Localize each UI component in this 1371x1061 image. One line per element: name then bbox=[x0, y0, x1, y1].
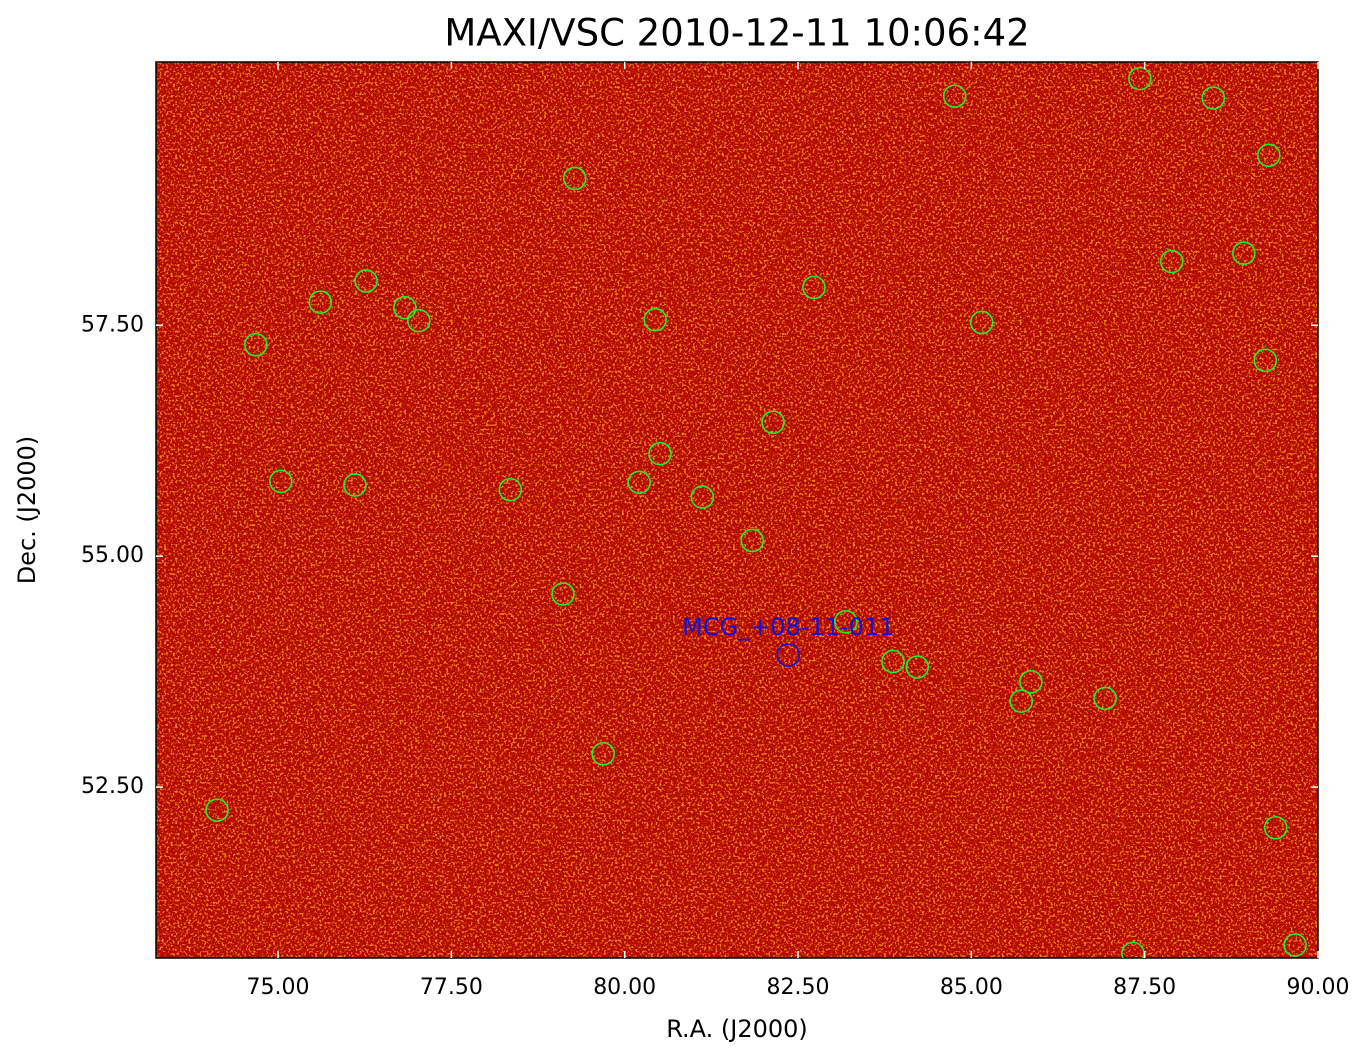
marks bbox=[205, 66, 1307, 958]
source-circle bbox=[1019, 670, 1043, 694]
source-circle bbox=[1256, 143, 1281, 168]
image-noise bbox=[156, 62, 1318, 958]
y-tick-label: 52.50 bbox=[81, 774, 144, 799]
source-circle bbox=[393, 295, 417, 320]
y-axis-label: Dec. (J2000) bbox=[13, 436, 41, 585]
x-tick-label: 87.50 bbox=[1113, 975, 1176, 1000]
source-circle bbox=[205, 798, 229, 823]
source-circle bbox=[648, 441, 672, 466]
source-circle bbox=[354, 269, 378, 293]
source-circle bbox=[942, 84, 967, 108]
x-tick-label: 82.50 bbox=[767, 975, 830, 1000]
source-circle bbox=[1159, 249, 1184, 274]
source-circle bbox=[905, 655, 930, 679]
y-tick-label: 57.50 bbox=[81, 312, 144, 337]
source-circle bbox=[643, 307, 667, 332]
source-circle bbox=[1093, 686, 1117, 711]
x-tick-label: 80.00 bbox=[593, 975, 656, 1000]
source-circle bbox=[591, 742, 615, 766]
source-circle bbox=[1121, 941, 1145, 958]
target-circle bbox=[776, 643, 801, 667]
x-axis-label: R.A. (J2000) bbox=[666, 1015, 808, 1043]
source-circle bbox=[244, 332, 268, 357]
source-circle bbox=[343, 473, 367, 497]
chart-title: MAXI/VSC 2010-12-11 10:06:42 bbox=[444, 12, 1029, 55]
source-circle bbox=[308, 290, 333, 314]
source-circle bbox=[406, 308, 431, 333]
source-circle bbox=[1128, 66, 1152, 91]
source-circle bbox=[562, 166, 587, 191]
source-circle bbox=[1201, 86, 1226, 110]
x-tick-label: 75.00 bbox=[247, 975, 310, 1000]
y-tick-label: 55.00 bbox=[81, 543, 144, 568]
source-circle bbox=[1253, 348, 1278, 373]
source-circle bbox=[1232, 241, 1256, 266]
x-tick-label: 90.00 bbox=[1287, 975, 1350, 1000]
plot-frame bbox=[155, 61, 1319, 959]
source-circle bbox=[802, 275, 826, 300]
source-circle bbox=[1009, 689, 1034, 714]
source-circle bbox=[498, 477, 523, 502]
source-circle bbox=[1283, 933, 1307, 957]
x-tick-label: 85.00 bbox=[940, 975, 1003, 1000]
source-circle bbox=[268, 469, 293, 494]
source-circle bbox=[1263, 815, 1288, 840]
source-circle bbox=[690, 485, 715, 509]
source-circle bbox=[834, 609, 858, 634]
source-circle bbox=[969, 310, 994, 335]
source-circle bbox=[740, 528, 765, 553]
source-circle bbox=[761, 410, 785, 435]
source-circle bbox=[881, 649, 905, 674]
source-circle bbox=[551, 582, 575, 606]
target-label: MCG_+08-11-011 bbox=[682, 613, 894, 641]
x-tick-label: 77.50 bbox=[420, 975, 483, 1000]
source-circle bbox=[627, 470, 652, 495]
